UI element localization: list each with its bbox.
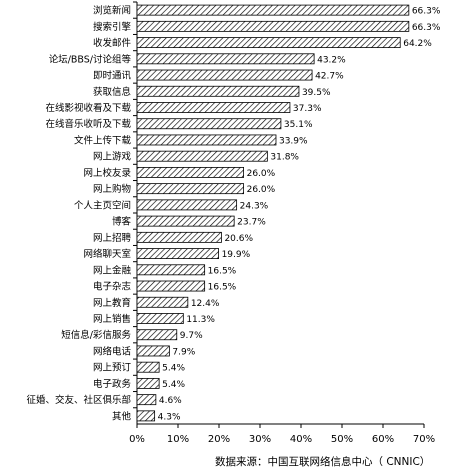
x-tick-label: 30% [249, 434, 271, 445]
category-label: 网上招聘 [93, 232, 132, 244]
category-label: 即时通讯 [93, 70, 132, 82]
category-label: 浏览新闻 [93, 5, 131, 17]
category-label: 收发邮件 [93, 37, 132, 49]
category-label: 网络电话 [93, 345, 132, 357]
x-tick-label: 60% [372, 434, 394, 445]
category-label: 电子杂志 [93, 281, 131, 293]
category-label: 征婚、交友、社区俱乐部 [26, 394, 131, 406]
bar-value-label: 31.8% [270, 153, 299, 163]
bar [136, 166, 244, 178]
bar-value-label: 37.3% [293, 104, 322, 114]
bar [136, 248, 219, 260]
category-label: 博客 [112, 216, 132, 228]
bar [136, 37, 401, 49]
category-label: 个人主页空间 [74, 199, 131, 211]
bar [136, 377, 160, 389]
bar-value-label: 43.2% [317, 55, 346, 65]
category-label: 短信息/彩信服务 [61, 329, 131, 341]
bar [136, 313, 184, 324]
category-label: 网上游戏 [93, 151, 132, 163]
bar [136, 85, 300, 97]
category-label: 其他 [112, 410, 132, 422]
category-label: 论坛/BBS/讨论组等 [49, 53, 132, 65]
bar [136, 199, 238, 211]
bar-value-label: 42.7% [315, 72, 344, 82]
bar-value-label: 9.7% [180, 331, 203, 341]
bar [136, 394, 157, 406]
source-note: 数据来源：中国互联网络信息中心（ CNNIC） [215, 456, 431, 468]
x-tick-label: 0% [129, 434, 145, 445]
plot-area: 0% 10% 20% 30% 40% 50% 60% 70% 浏览新闻 66.3% 搜索引擎 66.3… [26, 1, 441, 445]
bar [136, 280, 206, 292]
bar-value-label: 23.7% [237, 218, 266, 228]
bar [136, 231, 222, 243]
bar [136, 69, 313, 81]
bar [136, 150, 268, 162]
bar [136, 361, 160, 373]
bar-value-label: 24.3% [240, 201, 269, 211]
bar-value-label: 20.6% [224, 234, 253, 244]
bar [136, 264, 206, 276]
bar [136, 183, 244, 195]
bar-value-label: 26.0% [247, 169, 276, 179]
bar-value-label: 66.3% [412, 23, 441, 33]
x-tick-label: 50% [331, 434, 353, 445]
bar-value-label: 5.4% [162, 364, 185, 374]
bar-value-label: 4.6% [159, 396, 182, 406]
bar [136, 102, 291, 113]
bar-value-label: 16.5% [208, 266, 237, 276]
category-label: 网上销售 [93, 313, 131, 325]
x-tick-label: 10% [167, 434, 189, 445]
bar-value-label: 11.3% [186, 315, 215, 325]
bar-value-label: 39.5% [302, 88, 331, 98]
bar-value-label: 26.0% [247, 185, 276, 195]
bar-value-label: 35.1% [284, 120, 313, 130]
category-label: 搜索引擎 [93, 21, 132, 33]
category-label: 文件上传下载 [74, 134, 132, 146]
bar-value-label: 5.4% [162, 380, 185, 390]
bar-value-label: 66.3% [412, 7, 441, 17]
bar [136, 215, 235, 227]
bar [136, 296, 189, 308]
bar-value-label: 19.9% [222, 250, 251, 260]
category-label: 网上购物 [93, 183, 132, 195]
category-label: 网上校友录 [83, 167, 131, 179]
category-label: 网上教育 [93, 297, 131, 309]
category-label: 电子政务 [93, 378, 132, 390]
bar [136, 410, 156, 422]
category-label: 网络聊天室 [83, 248, 131, 260]
bar [136, 134, 277, 146]
category-label: 在线影视收看及下载 [45, 102, 131, 114]
bar [136, 4, 410, 16]
x-tick-label: 40% [290, 434, 312, 445]
bar [136, 20, 410, 32]
bar-value-label: 16.5% [208, 283, 237, 293]
bar-value-label: 33.9% [279, 136, 308, 146]
bar-value-label: 64.2% [403, 39, 432, 49]
bar-value-label: 4.3% [158, 412, 181, 422]
x-tick-label: 70% [413, 434, 435, 445]
x-tick-label: 20% [208, 434, 230, 445]
category-label: 网上预订 [93, 363, 132, 374]
category-label: 网上金融 [93, 264, 132, 276]
bar [136, 53, 315, 65]
bar [136, 118, 282, 130]
category-label: 在线音乐收听及下载 [45, 118, 131, 130]
bar [136, 345, 170, 357]
bar-value-label: 12.4% [191, 299, 220, 309]
bar [136, 329, 178, 341]
bar-value-label: 7.9% [172, 347, 195, 357]
category-label: 获取信息 [93, 86, 131, 98]
